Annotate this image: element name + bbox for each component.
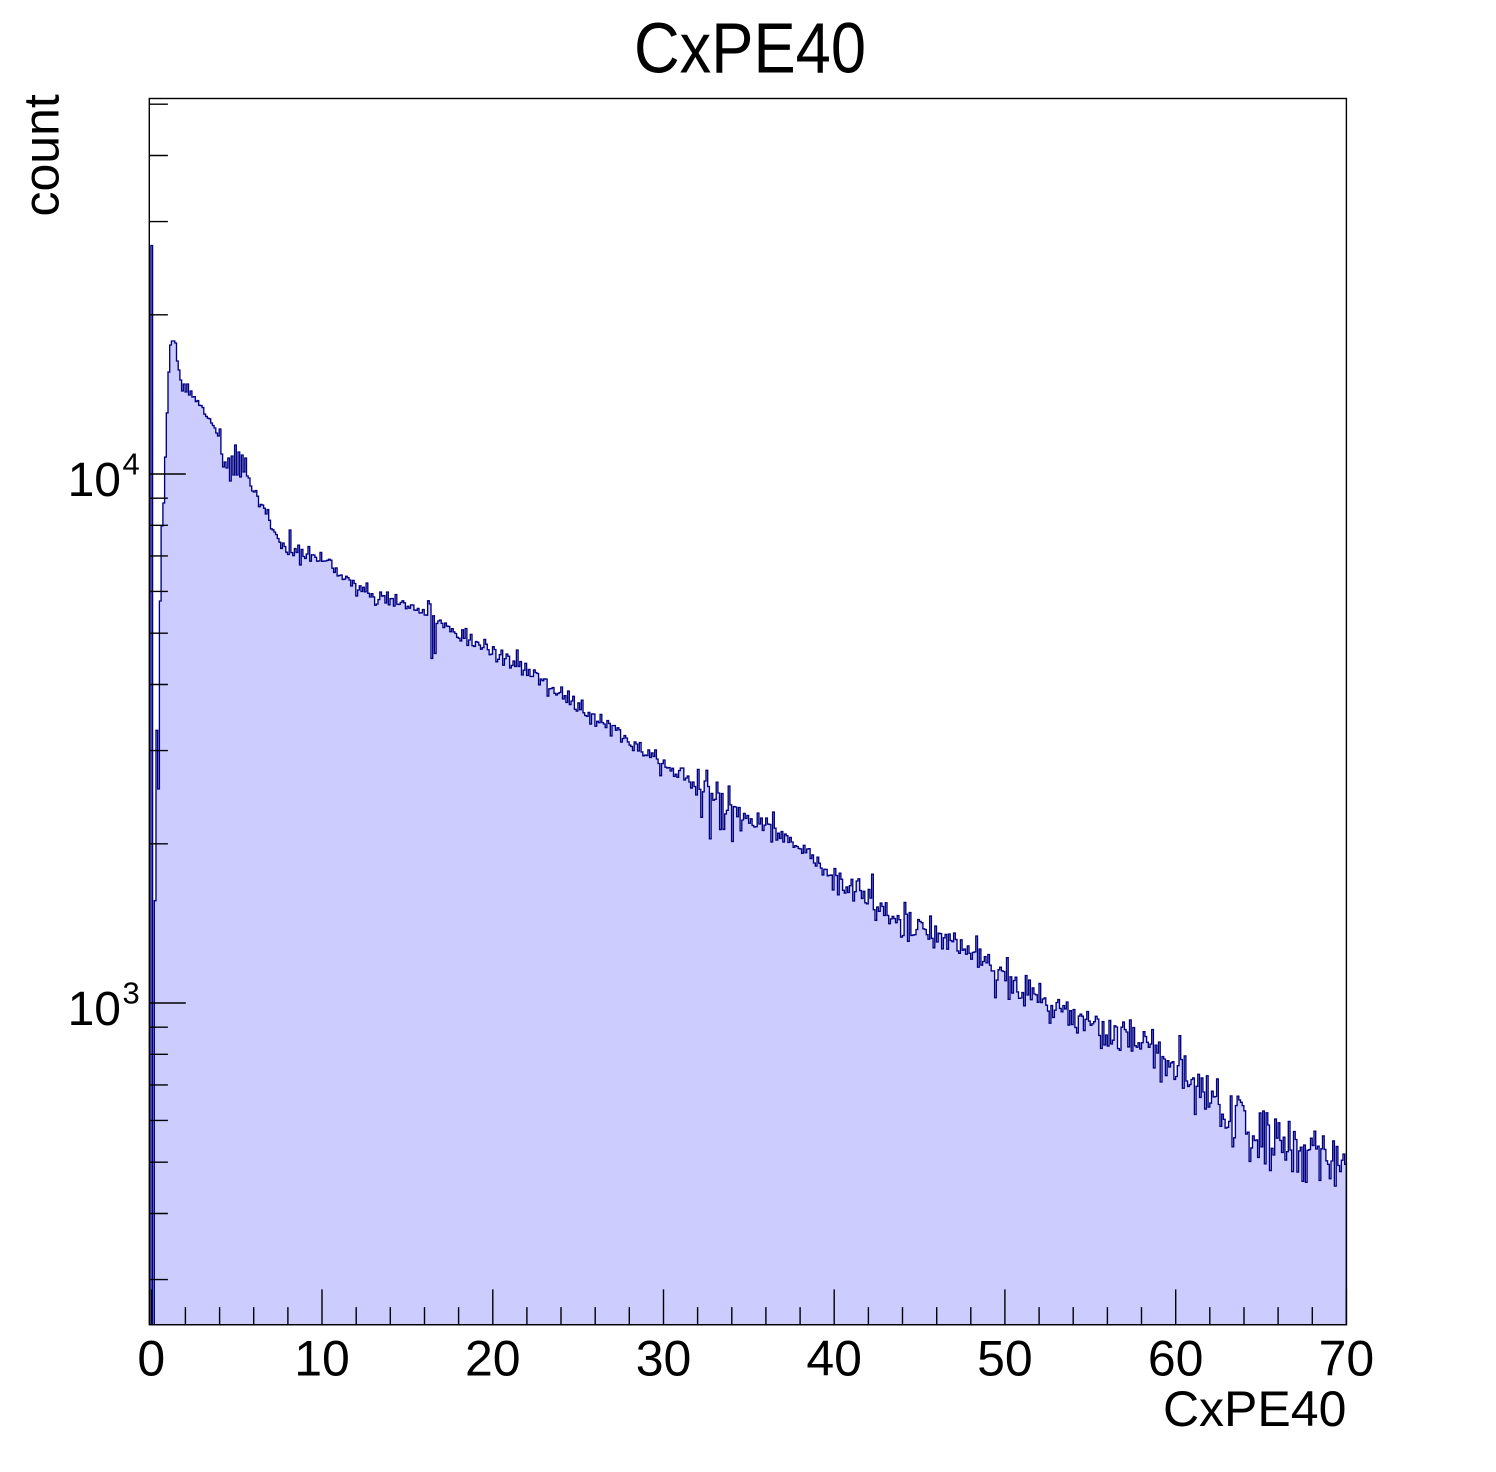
svg-text:40: 40: [806, 1331, 862, 1387]
svg-text:count: count: [14, 94, 70, 216]
svg-text:70: 70: [1319, 1331, 1375, 1387]
svg-text:30: 30: [636, 1331, 692, 1387]
svg-text:10: 10: [68, 454, 121, 507]
svg-text:CxPE40: CxPE40: [634, 9, 866, 88]
svg-text:60: 60: [1148, 1331, 1204, 1387]
svg-text:4: 4: [123, 447, 140, 482]
svg-text:3: 3: [123, 976, 140, 1011]
svg-text:10: 10: [68, 983, 121, 1036]
svg-text:50: 50: [977, 1331, 1033, 1387]
svg-text:10: 10: [294, 1331, 350, 1387]
svg-text:CxPE40: CxPE40: [1163, 1381, 1346, 1437]
svg-text:20: 20: [465, 1331, 521, 1387]
svg-text:0: 0: [137, 1331, 165, 1387]
